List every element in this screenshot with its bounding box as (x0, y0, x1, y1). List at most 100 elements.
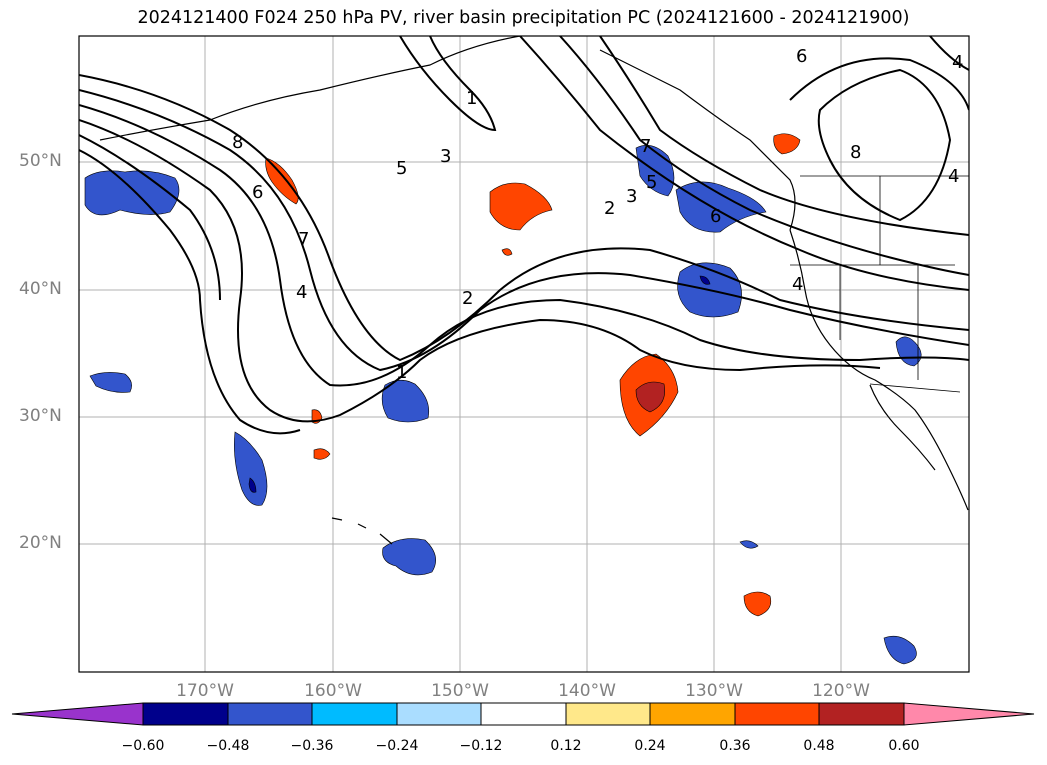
colorbar-segment (480, 702, 567, 726)
blob-neg-11 (739, 540, 759, 549)
blob-dark-2 (699, 275, 711, 285)
contour-label: 6 (710, 206, 721, 227)
contour-label: 1 (466, 88, 477, 109)
pv-contour-4 (79, 119, 881, 423)
colorbar-tick: 0.12 (550, 738, 582, 754)
colorbar-tick: −0.12 (459, 738, 503, 754)
borders (790, 175, 969, 393)
contour-label: 4 (296, 282, 307, 303)
colorbar-extend-left (11, 702, 144, 726)
colorbar-segment (734, 702, 820, 726)
blob-neg-1 (84, 170, 180, 216)
blob-pos-6 (313, 448, 331, 460)
contour-label: 7 (640, 136, 651, 157)
lon-label-130w: 130°W (685, 681, 743, 701)
blob-pos-7 (743, 591, 772, 617)
blob-dark-1 (248, 477, 257, 493)
colorbar-extend-right (903, 702, 1035, 726)
coast-alaska (99, 36, 521, 141)
coast-bc (599, 49, 796, 231)
contour-label: 6 (252, 182, 263, 203)
hawaii-3 (379, 533, 393, 545)
colorbar-tick: −0.48 (206, 738, 250, 754)
colorbar-tick: −0.60 (121, 738, 165, 754)
contour-label: 4 (948, 166, 959, 187)
colorbar (11, 702, 1035, 726)
colorbar-segment (311, 702, 398, 726)
map-frame (78, 35, 970, 673)
pv-contour-6 (79, 149, 301, 435)
contour-label: 1 (396, 362, 407, 383)
contour-labels: 8 6 7 4 5 3 1 2 1 2 3 5 7 6 6 8 4 4 4 (232, 46, 963, 383)
blob-pos-2 (489, 182, 553, 231)
pv-contour-11 (817, 68, 952, 222)
blob-neg-5 (382, 538, 437, 576)
contour-label: 5 (646, 172, 657, 193)
blob-neg-2 (89, 372, 132, 393)
colorbar-segment (818, 702, 905, 726)
contour-label: 3 (626, 186, 637, 207)
contour-label: 6 (796, 46, 807, 67)
contour-label: 2 (462, 288, 473, 309)
lat-label-50n: 50°N (19, 151, 62, 171)
lon-label-120w: 120°W (812, 681, 870, 701)
blob-pos-4 (635, 381, 665, 413)
blob-neg-3 (234, 431, 268, 506)
contour-label: 3 (440, 146, 451, 167)
colorbar-tick: 0.36 (719, 738, 751, 754)
blob-neg-10 (883, 635, 917, 665)
gridlines (79, 36, 969, 672)
coastlines (99, 36, 969, 545)
colorbar-tick: 0.24 (634, 738, 666, 754)
blob-pos-9 (501, 248, 513, 256)
map-plot-area: 8 6 7 4 5 3 1 2 1 2 3 5 7 6 6 8 4 4 4 (79, 36, 969, 672)
hawaii-2 (357, 523, 367, 529)
blob-neg-9 (895, 336, 922, 367)
pv-contour-8 (519, 36, 969, 291)
pv-contour-12 (789, 57, 969, 111)
colorbar-segment (142, 702, 229, 726)
border-mexico (869, 383, 961, 393)
coast-baja (869, 384, 936, 471)
blob-pos-8 (773, 133, 801, 155)
contour-label: 4 (952, 52, 963, 73)
pv-contour-7 (399, 36, 497, 132)
precip-positive-blobs (265, 133, 801, 617)
lat-label-20n: 20°N (19, 533, 62, 553)
blob-neg-4 (381, 379, 429, 423)
pv-contour-2 (79, 89, 969, 372)
lon-label-140w: 140°W (558, 681, 616, 701)
contour-label: 5 (396, 158, 407, 179)
colorbar-tick: −0.24 (375, 738, 419, 754)
contour-label: 4 (792, 274, 803, 295)
colorbar-segment (396, 702, 482, 726)
pv-contour-5 (79, 134, 221, 301)
colorbar-tick: 0.48 (803, 738, 835, 754)
map-title: 2024121400 F024 250 hPa PV, river basin … (137, 8, 910, 28)
pv-contours (79, 36, 969, 435)
lat-label-40n: 40°N (19, 279, 62, 299)
pv-contour-13 (929, 36, 969, 71)
contour-label: 8 (232, 132, 243, 153)
colorbar-segment (565, 702, 651, 726)
contour-label: 8 (850, 142, 861, 163)
colorbar-segment (649, 702, 736, 726)
pv-contour-9 (559, 36, 969, 276)
hawaii-1 (331, 517, 343, 521)
colorbar-tick: −0.36 (290, 738, 334, 754)
lon-label-160w: 160°W (304, 681, 362, 701)
lon-label-150w: 150°W (431, 681, 489, 701)
contour-label: 2 (604, 198, 615, 219)
colorbar-tick: 0.60 (888, 738, 920, 754)
pv-contour-1 (79, 74, 969, 362)
coast-us-west (789, 229, 969, 511)
colorbar-segment (227, 702, 313, 726)
lat-label-30n: 30°N (19, 406, 62, 426)
pv-contour-3 (79, 104, 969, 387)
blob-neg-7 (675, 181, 767, 233)
pv-contour-10 (599, 36, 969, 236)
contour-label: 7 (298, 229, 309, 250)
blob-pos-1 (265, 157, 299, 205)
lon-label-170w: 170°W (176, 681, 234, 701)
